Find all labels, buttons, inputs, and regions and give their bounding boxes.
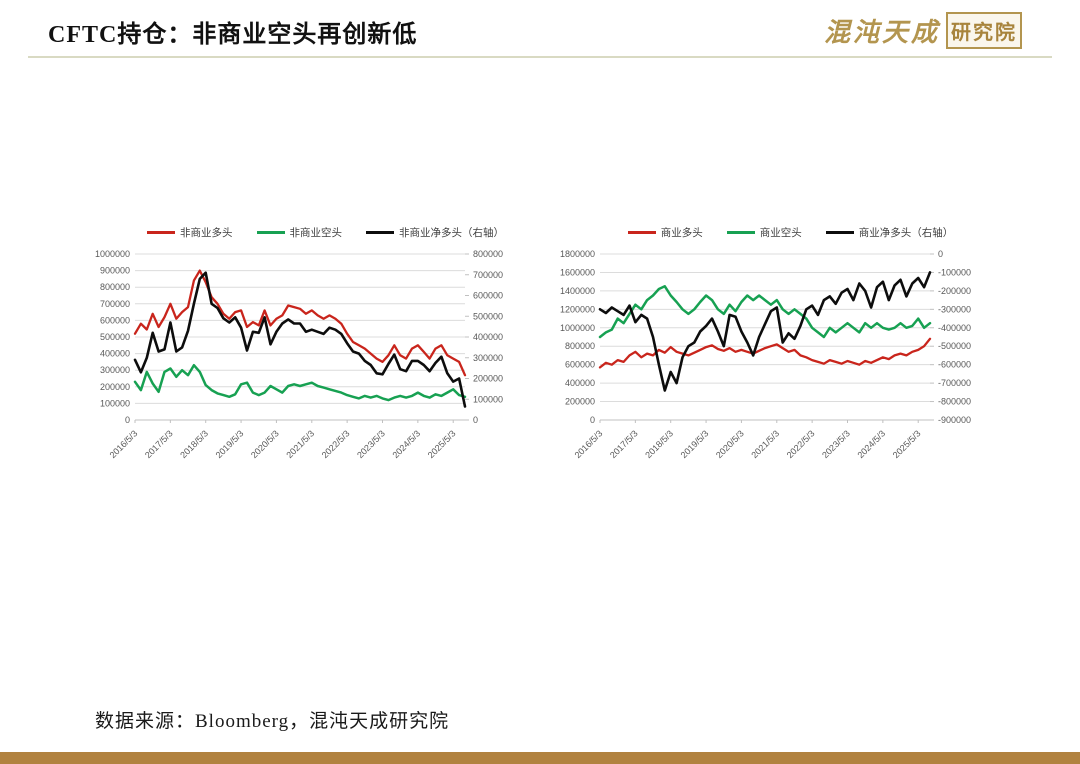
legend-line-swatch (627, 230, 656, 234)
svg-text:600000: 600000 (473, 291, 503, 301)
svg-text:2019/5/3: 2019/5/3 (214, 428, 246, 460)
legend-item-0: 非商业多头 (147, 225, 233, 240)
company-logo: 混沌天成 研究院 (824, 12, 1022, 49)
svg-text:0: 0 (473, 415, 478, 425)
legend-label: 非商业空头 (289, 226, 343, 239)
header-divider (28, 56, 1052, 58)
svg-text:1000000: 1000000 (95, 249, 130, 259)
svg-text:2021/5/3: 2021/5/3 (749, 428, 781, 460)
commercial-positions-chart: 商业多头 商业空头 商业净多头（右轴） 1800000 1600000 1400000 1… (553, 222, 1028, 491)
svg-text:1800000: 1800000 (560, 249, 595, 259)
noncommercial-positions-chart: 非商业多头 非商业空头 非商业净多头（右轴） 1000000 900000 800000… (88, 222, 563, 491)
bottom-accent-bar (0, 752, 1080, 764)
legend-label: 非商业多头 (180, 226, 233, 239)
svg-text:-900000: -900000 (938, 415, 971, 425)
legend-line-swatch (147, 230, 175, 234)
svg-text:600000: 600000 (565, 360, 595, 370)
svg-text:1600000: 1600000 (560, 267, 595, 277)
svg-text:2022/5/3: 2022/5/3 (320, 428, 352, 460)
svg-text:2018/5/3: 2018/5/3 (178, 428, 210, 460)
svg-text:800000: 800000 (473, 249, 503, 259)
svg-text:0: 0 (938, 249, 943, 259)
legend-item-1: 非商业空头 (256, 225, 343, 240)
svg-text:1400000: 1400000 (560, 286, 595, 296)
svg-text:700000: 700000 (473, 270, 503, 280)
svg-text:2016/5/3: 2016/5/3 (108, 428, 140, 460)
svg-text:300000: 300000 (473, 353, 503, 363)
legend-item-1: 商业空头 (726, 225, 802, 240)
svg-text:-500000: -500000 (938, 341, 971, 351)
commercial-chart-svg: 1800000 1600000 1400000 1200000 1000000 80000… (560, 249, 971, 460)
legend-item-2: 非商业净多头（右轴） (366, 225, 504, 240)
noncommercial-chart-legend: 非商业多头 非商业空头 非商业净多头（右轴） (88, 222, 563, 242)
svg-text:-300000: -300000 (938, 304, 971, 314)
svg-text:100000: 100000 (100, 398, 130, 408)
svg-text:400000: 400000 (100, 349, 130, 359)
svg-text:0: 0 (590, 415, 595, 425)
svg-text:2018/5/3: 2018/5/3 (643, 428, 675, 460)
svg-text:400000: 400000 (473, 332, 503, 342)
legend-line-swatch (825, 230, 854, 234)
svg-text:200000: 200000 (565, 397, 595, 407)
svg-text:2021/5/3: 2021/5/3 (284, 428, 316, 460)
svg-text:2024/5/3: 2024/5/3 (390, 428, 422, 460)
legend-item-2: 商业净多头（右轴） (825, 225, 954, 240)
svg-text:500000: 500000 (473, 311, 503, 321)
legend-label: 商业空头 (759, 226, 802, 239)
svg-text:800000: 800000 (100, 282, 130, 292)
svg-text:2016/5/3: 2016/5/3 (573, 428, 605, 460)
svg-text:2025/5/3: 2025/5/3 (891, 428, 923, 460)
svg-text:200000: 200000 (100, 382, 130, 392)
svg-text:2020/5/3: 2020/5/3 (714, 428, 746, 460)
svg-text:300000: 300000 (100, 365, 130, 375)
svg-text:-800000: -800000 (938, 397, 971, 407)
svg-text:2019/5/3: 2019/5/3 (679, 428, 711, 460)
legend-line-swatch (726, 230, 755, 234)
legend-line-swatch (256, 230, 285, 234)
svg-text:2020/5/3: 2020/5/3 (249, 428, 281, 460)
commercial-chart-plot: 1800000 1600000 1400000 1200000 1000000 80000… (553, 246, 1028, 491)
commercial-chart-legend: 商业多头 商业空头 商业净多头（右轴） (553, 222, 1028, 242)
svg-text:1200000: 1200000 (560, 304, 595, 314)
svg-text:2017/5/3: 2017/5/3 (143, 428, 175, 460)
legend-label: 商业多头 (660, 226, 703, 239)
svg-text:600000: 600000 (100, 315, 130, 325)
legend-line-swatch (366, 230, 394, 234)
noncommercial-chart-svg: 1000000900000800000700000600000500000400… (95, 249, 503, 460)
logo-script-text: 混沌天成 (823, 18, 940, 47)
svg-text:2024/5/3: 2024/5/3 (855, 428, 887, 460)
legend-item-0: 商业多头 (627, 225, 703, 240)
svg-text:2023/5/3: 2023/5/3 (355, 428, 387, 460)
noncommercial-chart-plot: 1000000 900000 800000 700000 600000 500000 400… (88, 246, 563, 491)
svg-text:-100000: -100000 (938, 267, 971, 277)
svg-text:2023/5/3: 2023/5/3 (820, 428, 852, 460)
svg-text:2017/5/3: 2017/5/3 (608, 428, 640, 460)
svg-text:500000: 500000 (100, 332, 130, 342)
svg-text:1000000: 1000000 (560, 323, 595, 333)
svg-text:700000: 700000 (100, 299, 130, 309)
svg-text:-600000: -600000 (938, 360, 971, 370)
svg-text:100000: 100000 (473, 394, 503, 404)
svg-text:2025/5/3: 2025/5/3 (426, 428, 458, 460)
legend-label: 非商业净多头（右轴） (399, 226, 504, 239)
svg-text:900000: 900000 (100, 266, 130, 276)
svg-text:-200000: -200000 (938, 286, 971, 296)
svg-text:400000: 400000 (565, 378, 595, 388)
svg-text:2022/5/3: 2022/5/3 (785, 428, 817, 460)
svg-text:0: 0 (125, 415, 130, 425)
page-title: CFTC持仓：非商业空头再创新低 (48, 22, 418, 48)
legend-label: 商业净多头（右轴） (858, 226, 954, 239)
svg-text:800000: 800000 (565, 341, 595, 351)
logo-seal-text: 研究院 (946, 12, 1022, 49)
svg-text:-700000: -700000 (938, 378, 971, 388)
data-source-note: 数据来源：Bloomberg，混沌天成研究院 (95, 711, 450, 732)
svg-text:200000: 200000 (473, 374, 503, 384)
svg-text:-400000: -400000 (938, 323, 971, 333)
